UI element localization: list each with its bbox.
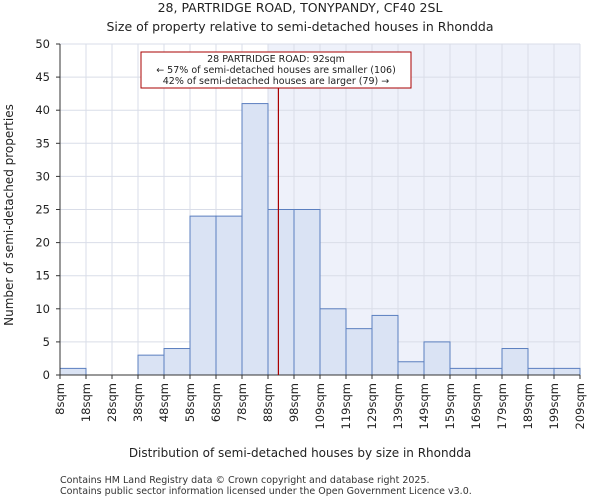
chart-title: 28, PARTRIDGE ROAD, TONYPANDY, CF40 2SL	[158, 0, 443, 15]
x-tick-label: 58sqm	[183, 383, 197, 422]
bar	[319, 308, 347, 376]
bar	[345, 328, 373, 376]
x-tick-label: 28sqm	[105, 383, 119, 422]
annotation-border	[140, 51, 412, 89]
x-tick-label: 179sqm	[495, 383, 509, 429]
chart-subtitle: Size of property relative to semi-detach…	[107, 19, 494, 34]
bar	[267, 209, 295, 376]
y-tick-label: 40	[35, 103, 50, 117]
bar	[423, 341, 451, 376]
footer-line-1: Contains HM Land Registry data © Crown c…	[60, 475, 430, 486]
x-tick-label: 139sqm	[391, 383, 405, 429]
bar	[293, 209, 321, 376]
x-ticks: 8sqm 18sqm 28sqm 38sqm 48sqm 58sqm 68sqm 78sqm 8…	[53, 375, 587, 429]
y-tick-label: 10	[35, 302, 50, 316]
x-axis-label: Distribution of semi-detached houses by …	[129, 446, 471, 460]
x-tick-label: 109sqm	[313, 383, 327, 429]
x-tick-label: 189sqm	[521, 383, 535, 429]
bar	[449, 367, 477, 376]
y-axis-label: Number of semi-detached properties	[2, 104, 16, 326]
bar	[189, 215, 217, 376]
x-tick-label: 88sqm	[261, 383, 275, 422]
x-tick-label: 98sqm	[287, 383, 301, 422]
bar	[475, 367, 503, 376]
bars	[59, 103, 581, 376]
bar	[501, 348, 529, 376]
x-tick-label: 38sqm	[131, 383, 145, 422]
x-tick-label: 199sqm	[547, 383, 561, 429]
y-tick-label: 20	[35, 236, 50, 250]
y-tick-label: 15	[35, 269, 50, 283]
x-tick-label: 68sqm	[209, 383, 223, 422]
bar	[371, 314, 399, 376]
bar	[553, 367, 581, 376]
y-tick-label: 30	[35, 169, 50, 183]
y-tick-label: 5	[43, 335, 50, 349]
bar	[527, 367, 555, 376]
footer-line-2: Contains public sector information licen…	[60, 486, 472, 497]
y-ticks: 0 5 10 15 20 25 30 35 40 45 50	[35, 37, 60, 382]
y-tick-label: 35	[35, 136, 50, 150]
annotation-box: 28 PARTRIDGE ROAD: 92sqm ← 57% of semi-d…	[140, 51, 412, 89]
x-tick-label: 129sqm	[365, 383, 379, 429]
bar	[137, 354, 165, 376]
y-tick-label: 50	[35, 37, 50, 51]
x-tick-label: 169sqm	[469, 383, 483, 429]
bar	[59, 367, 87, 376]
x-tick-label: 18sqm	[79, 383, 93, 422]
bar	[163, 348, 191, 376]
annotation-line: 28 PARTRIDGE ROAD: 92sqm	[207, 54, 345, 65]
x-tick-label: 48sqm	[157, 383, 171, 422]
bar	[241, 103, 269, 376]
y-tick-label: 45	[35, 70, 50, 84]
x-tick-label: 209sqm	[573, 383, 587, 429]
annotation-line: 42% of semi-detached houses are larger (…	[163, 76, 390, 87]
x-tick-label: 119sqm	[339, 383, 353, 429]
y-tick-label: 0	[43, 368, 50, 382]
bar	[397, 361, 425, 376]
x-tick-label: 159sqm	[443, 383, 457, 429]
x-tick-label: 78sqm	[235, 383, 249, 422]
annotation-line: ← 57% of semi-detached houses are smalle…	[156, 65, 396, 76]
x-tick-label: 149sqm	[417, 383, 431, 429]
x-tick-label: 8sqm	[53, 383, 67, 415]
y-tick-label: 25	[35, 203, 50, 217]
bar	[215, 215, 243, 376]
